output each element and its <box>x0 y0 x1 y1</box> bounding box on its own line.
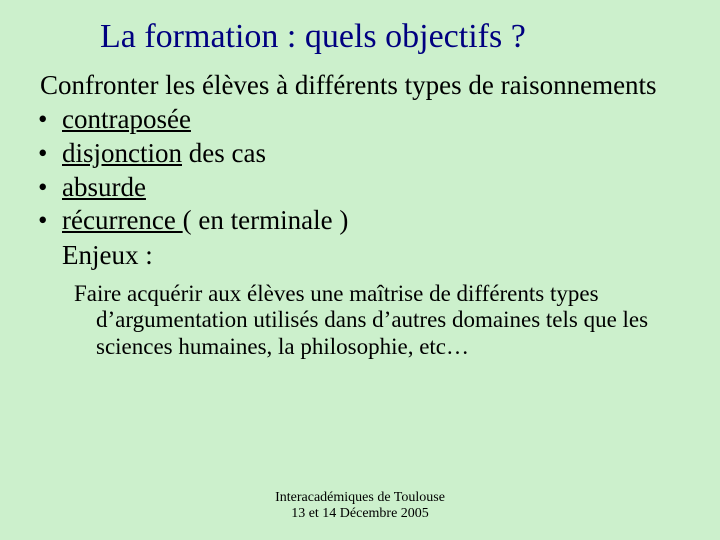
footer-line-2: 13 et 14 Décembre 2005 <box>0 506 720 522</box>
bullet-text-rest: ( en terminale ) <box>183 205 349 235</box>
bullet-text: disjonction <box>62 138 182 168</box>
list-item: récurrence ( en terminale ) <box>34 204 686 238</box>
footer-line-1: Interacadémiques de Toulouse <box>0 490 720 506</box>
body-paragraph: Faire acquérir aux élèves une maîtrise d… <box>74 281 668 360</box>
bullet-text-rest: des cas <box>182 138 266 168</box>
bullet-list: contraposée disjonction des cas absurde … <box>34 103 686 238</box>
list-item: disjonction des cas <box>34 137 686 171</box>
bullet-text: absurde <box>62 172 146 202</box>
bullet-text: récurrence <box>62 205 183 235</box>
slide-footer: Interacadémiques de Toulouse 13 et 14 Dé… <box>0 490 720 522</box>
enjeux-label: Enjeux : <box>62 240 686 271</box>
slide-content: Confronter les élèves à différents types… <box>0 56 720 360</box>
bullet-text: contraposée <box>62 104 191 134</box>
list-item: absurde <box>34 171 686 205</box>
intro-text: Confronter les élèves à différents types… <box>40 70 686 101</box>
slide-title: La formation : quels objectifs ? <box>0 0 720 56</box>
list-item: contraposée <box>34 103 686 137</box>
